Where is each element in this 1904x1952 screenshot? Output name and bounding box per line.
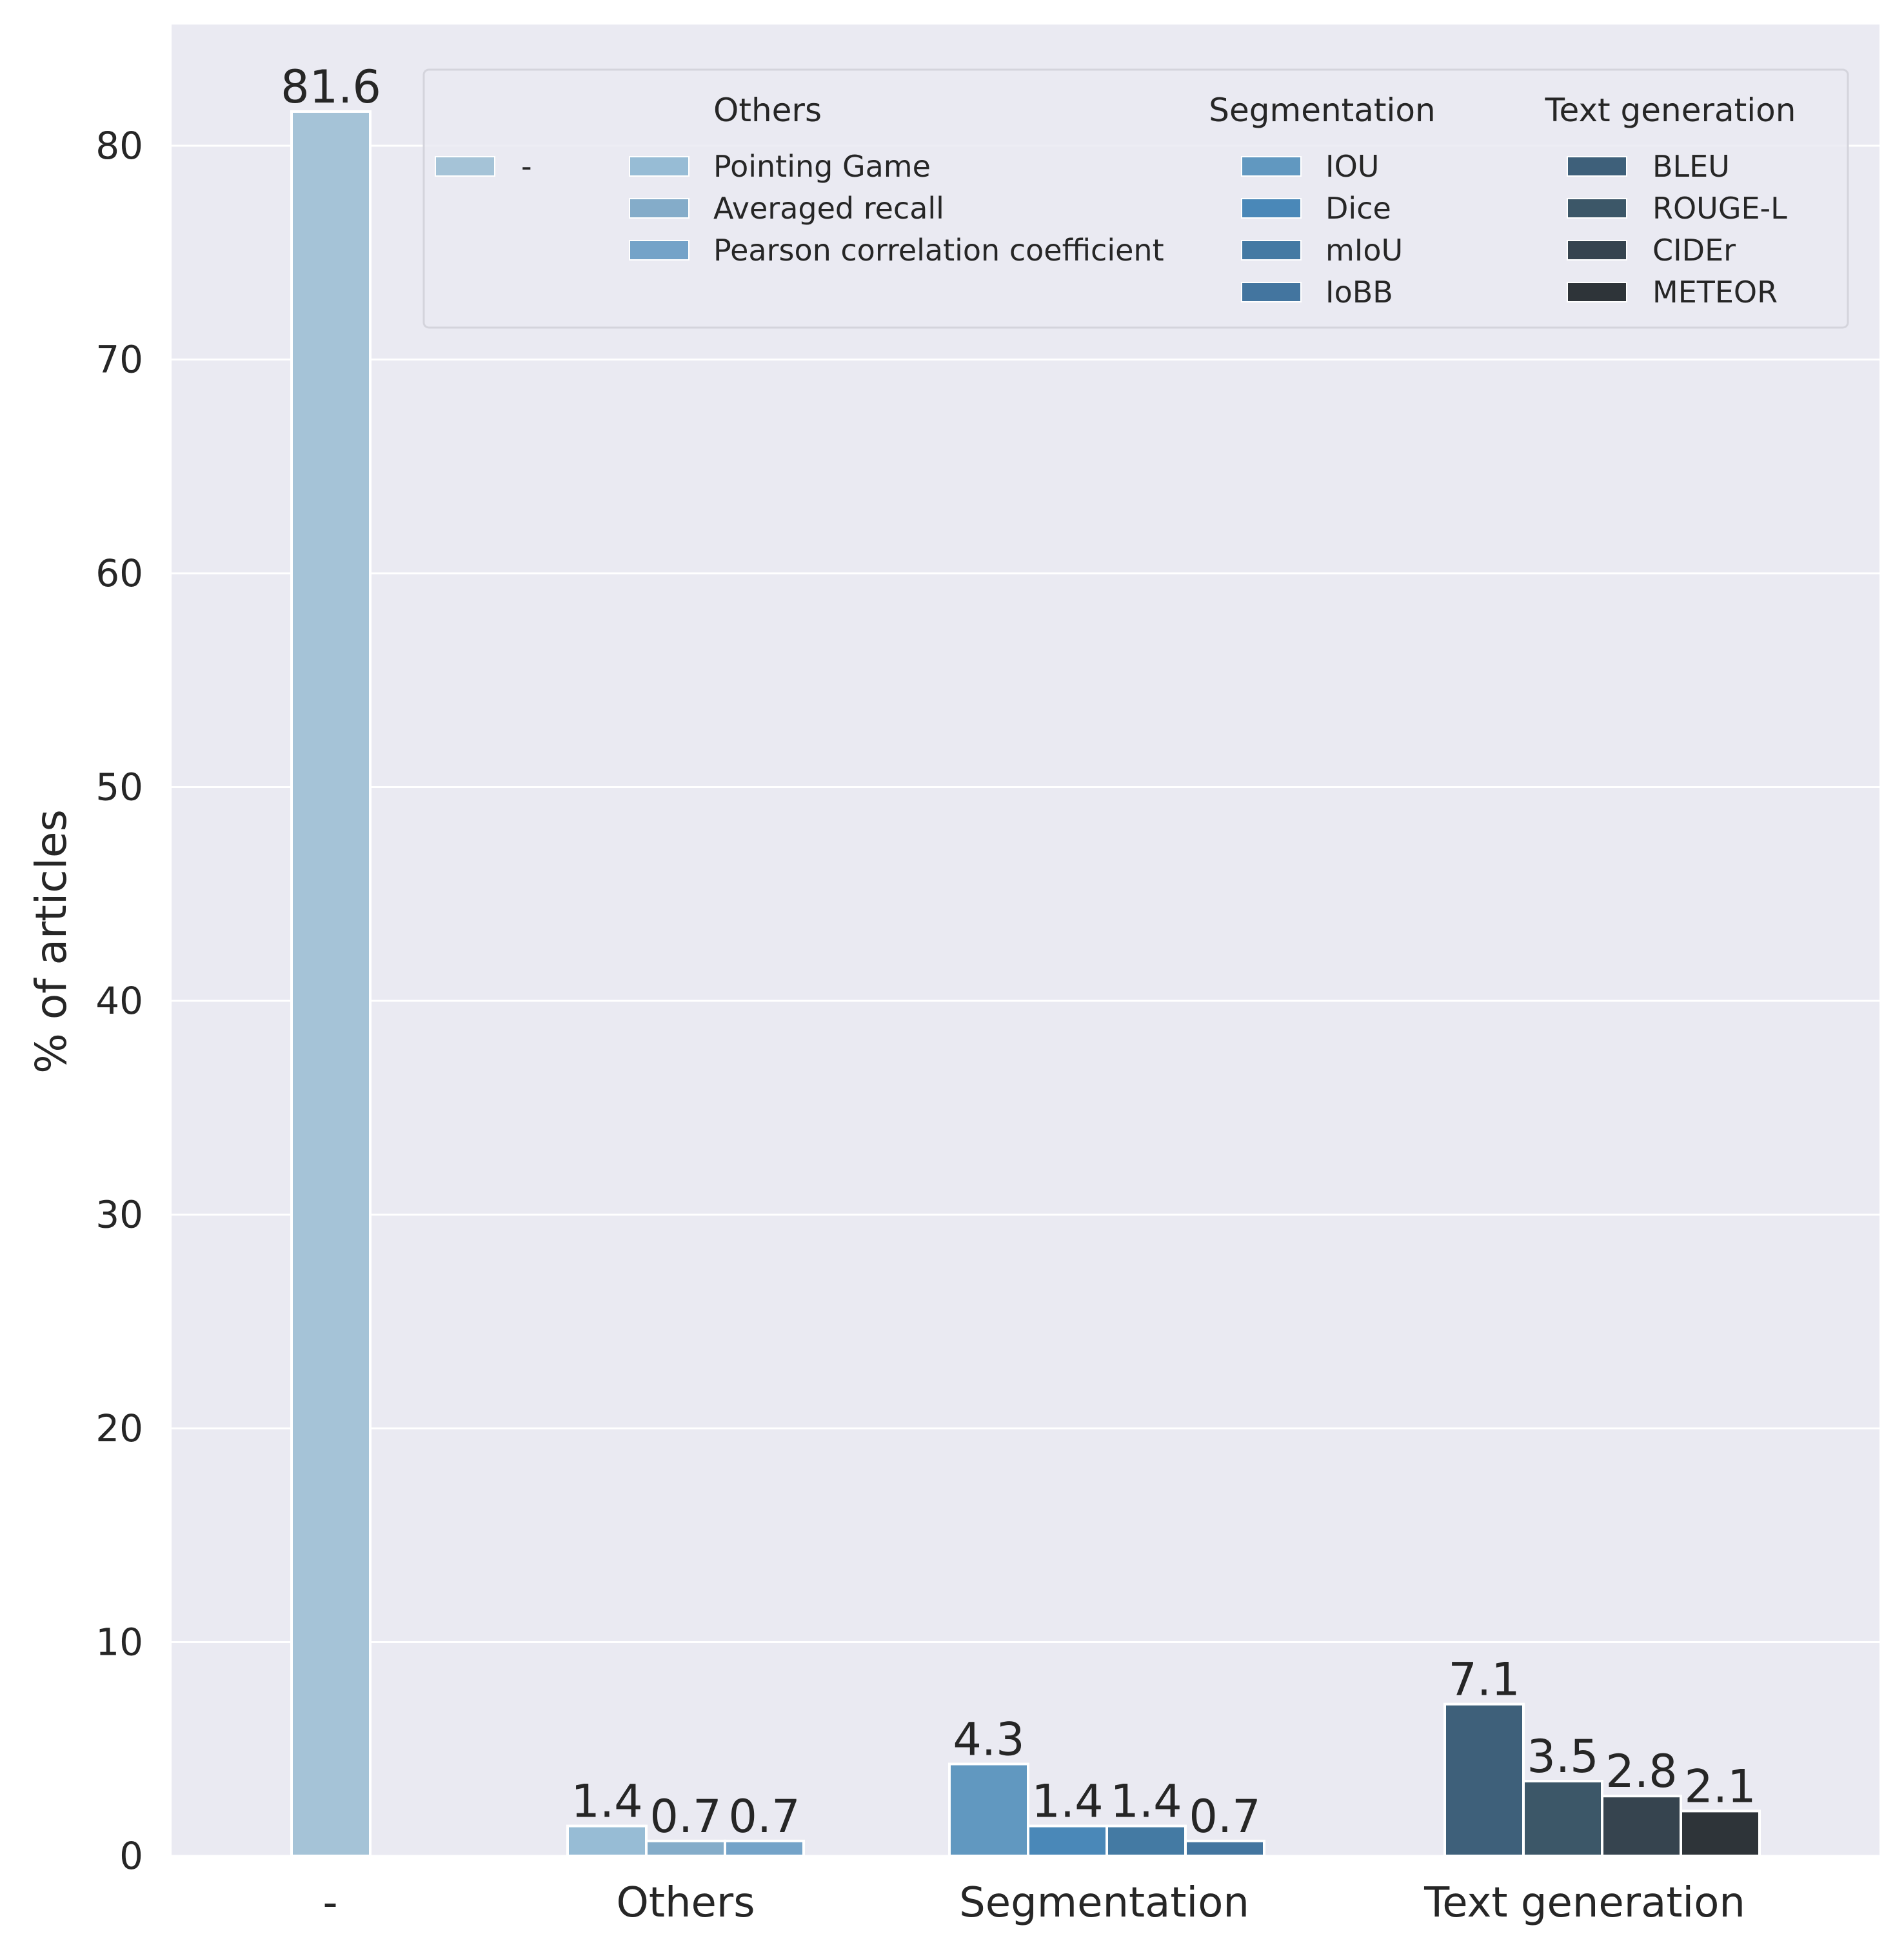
y-tick-label-70: 70: [95, 338, 143, 382]
legend-label-iobb: IoBB: [1325, 275, 1393, 310]
plot-area: [172, 25, 1879, 1856]
data-label-iobb: 0.7: [1189, 1790, 1260, 1843]
bar-rouge-l: [1522, 1779, 1603, 1858]
bar-pointing-game: [566, 1824, 648, 1858]
data-label-iou: 4.3: [953, 1713, 1024, 1766]
bar-bleu: [1443, 1702, 1525, 1858]
y-tick-label-0: 0: [119, 1834, 143, 1878]
legend-label-pearson-correlation-coefficient: Pearson correlation coefficient: [713, 233, 1164, 268]
legend-label-bleu: BLEU: [1652, 149, 1730, 184]
bar-pearson-correlation-coefficient: [724, 1839, 805, 1857]
bar-dice: [1027, 1824, 1108, 1858]
legend-label-dash: -: [521, 149, 532, 184]
legend-title-text-generation: Text generation: [1545, 92, 1796, 129]
bars: [290, 110, 1761, 1858]
bar-miou: [1106, 1824, 1187, 1858]
legend-label-iou: IOU: [1325, 149, 1379, 184]
bar-iobb: [1184, 1839, 1265, 1857]
legend-swatch-bleu: [1567, 156, 1627, 177]
data-label-rouge-l: 3.5: [1527, 1730, 1598, 1783]
legend-swatch-iobb: [1241, 282, 1302, 302]
x-tick-label-dash: -: [322, 1879, 337, 1927]
data-label-miou: 1.4: [1110, 1775, 1182, 1828]
data-label-dice: 1.4: [1031, 1775, 1103, 1828]
y-tick-label-40: 40: [95, 979, 143, 1023]
y-tick-label-60: 60: [95, 551, 143, 595]
legend-swatch-iou: [1241, 156, 1302, 177]
legend-label-averaged-recall: Averaged recall: [713, 191, 944, 226]
legend-swatch-pointing-game: [629, 156, 689, 177]
y-tick-label-20: 20: [95, 1406, 143, 1450]
legend-label-cider: CIDEr: [1652, 233, 1736, 268]
y-tick-label-30: 30: [95, 1193, 143, 1237]
legend-swatch-rouge-l: [1567, 198, 1627, 219]
legend-swatch-meteor: [1567, 282, 1627, 302]
x-axis-ticks: - Others Segmentation Text generation: [322, 1879, 1745, 1927]
legend-swatch-averaged-recall: [629, 198, 689, 219]
bar-dash: [290, 110, 372, 1858]
data-label-averaged-recall: 0.7: [650, 1790, 721, 1843]
x-tick-label-segmentation: Segmentation: [959, 1879, 1249, 1927]
y-tick-label-50: 50: [95, 765, 143, 809]
legend-swatch-pearson-correlation-coefficient: [629, 240, 689, 261]
legend-label-pointing-game: Pointing Game: [713, 149, 931, 184]
data-label-pearson-correlation-coefficient: 0.7: [728, 1790, 800, 1843]
data-labels: 81.61.4 0.7 0.74.31.4 1.4 0.77.13.5 2.8 2.1: [281, 61, 1756, 1843]
bar-averaged-recall: [645, 1839, 726, 1857]
legend-box: [422, 68, 1849, 329]
x-tick-label-text-generation: Text generation: [1423, 1879, 1745, 1927]
legend-label-rouge-l: ROUGE-L: [1652, 191, 1787, 226]
data-label-bleu: 7.1: [1448, 1653, 1520, 1706]
bar-iou: [948, 1762, 1029, 1858]
legend-swatch-cider: [1567, 240, 1627, 261]
x-tick-label-others: Others: [616, 1879, 755, 1927]
y-axis-ticks: 0 10 20 30 40 50 60 70 80: [95, 124, 143, 1878]
legend-label-miou: mIoU: [1325, 233, 1403, 268]
legend-label-meteor: METEOR: [1652, 275, 1778, 310]
data-label-dash: 81.6: [281, 61, 381, 113]
legend-swatch-miou: [1241, 240, 1302, 261]
bar-meteor: [1680, 1809, 1761, 1858]
legend-title-others: Others: [713, 92, 822, 129]
legend-swatch-dice: [1241, 198, 1302, 219]
legend-label-dice: Dice: [1325, 191, 1391, 226]
legend-swatch-dash: [435, 156, 495, 177]
y-tick-label-10: 10: [95, 1621, 143, 1664]
legend: - Others Pointing Game Averaged recall Pears…: [422, 68, 1849, 329]
data-label-meteor: 2.1: [1684, 1760, 1756, 1813]
data-label-pointing-game: 1.4: [571, 1775, 642, 1828]
y-tick-label-80: 80: [95, 124, 143, 168]
data-label-cider: 2.8: [1605, 1745, 1677, 1798]
legend-title-segmentation: Segmentation: [1209, 92, 1435, 129]
bar-cider: [1601, 1795, 1682, 1857]
y-axis-label: % of articles: [26, 809, 76, 1074]
